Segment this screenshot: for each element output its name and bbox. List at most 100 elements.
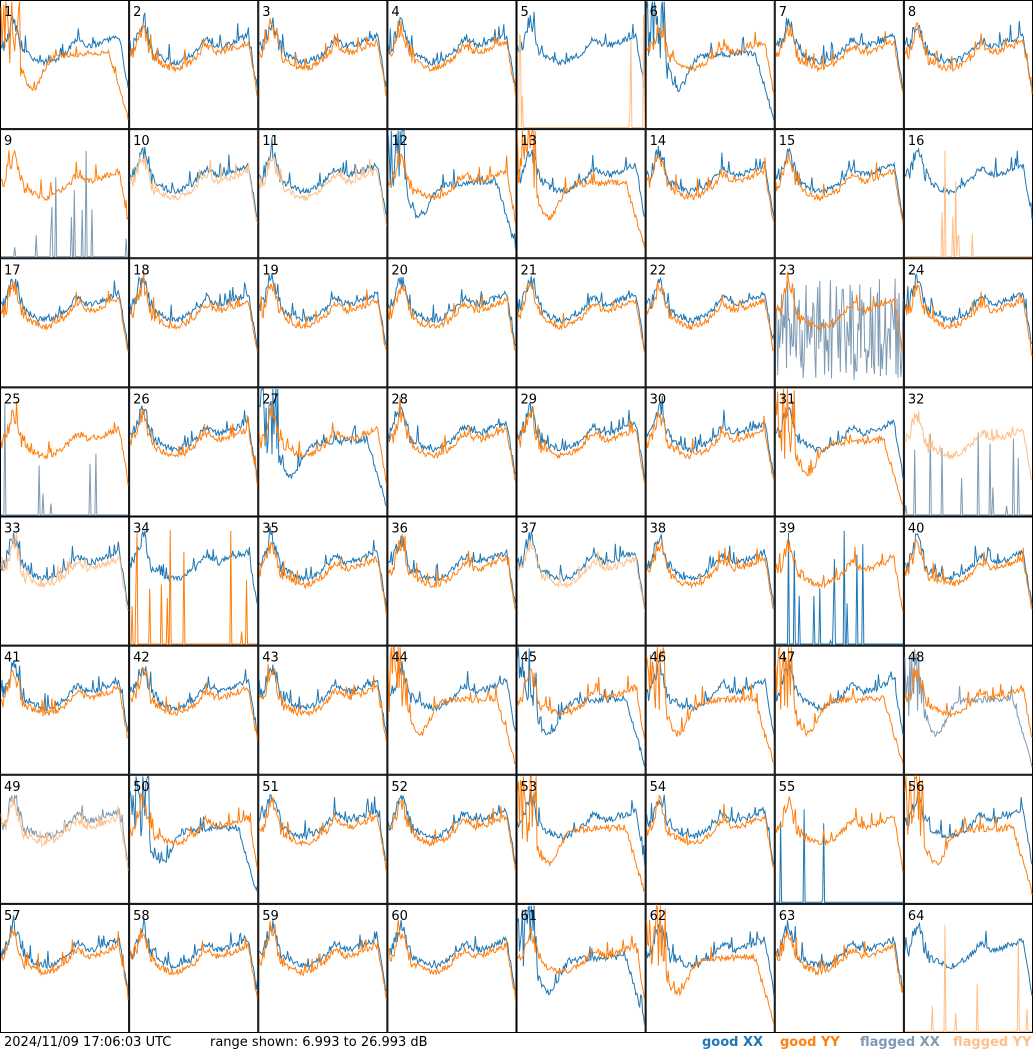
series-39-yy bbox=[775, 539, 904, 612]
series-40-yy bbox=[904, 537, 1033, 610]
panel-2: 2 bbox=[129, 0, 259, 130]
panel-29: 29 bbox=[516, 387, 646, 517]
panel-frame bbox=[645, 258, 775, 388]
panel-frame bbox=[387, 387, 517, 517]
series-50-xx bbox=[129, 775, 258, 892]
panel-17: 17 bbox=[0, 258, 130, 388]
panel-frame bbox=[516, 0, 646, 130]
panel-26: 26 bbox=[129, 387, 259, 517]
series-58-yy bbox=[129, 928, 258, 998]
series-34-yy bbox=[130, 530, 258, 645]
panel-label: 41 bbox=[4, 651, 21, 666]
panel-label: 45 bbox=[521, 651, 538, 666]
panel-14: 14 bbox=[645, 129, 775, 259]
panel-label: 9 bbox=[4, 134, 12, 149]
panel-47: 47 bbox=[774, 645, 904, 775]
panel-19: 19 bbox=[258, 258, 388, 388]
panel-label: 59 bbox=[262, 909, 279, 924]
series-29-yy bbox=[517, 406, 646, 484]
series-46-yy bbox=[646, 647, 775, 764]
series-19-yy bbox=[258, 282, 387, 351]
panel-label: 47 bbox=[779, 651, 796, 666]
series-21-yy bbox=[517, 282, 646, 354]
panel-20: 20 bbox=[387, 258, 517, 388]
series-30-yy bbox=[646, 411, 775, 482]
series-42-yy bbox=[130, 665, 258, 740]
panel-27: 27 bbox=[258, 387, 388, 517]
series-10-yy bbox=[129, 154, 258, 224]
panel-11: 11 bbox=[258, 129, 388, 259]
panel-label: 54 bbox=[650, 780, 667, 795]
panel-frame bbox=[129, 903, 259, 1033]
panel-58: 58 bbox=[129, 903, 259, 1033]
series-54-xx bbox=[646, 794, 775, 866]
panel-59: 59 bbox=[258, 903, 388, 1033]
panel-label: 18 bbox=[133, 263, 150, 278]
panel-34: 34 bbox=[129, 516, 259, 646]
series-27-xx bbox=[258, 388, 387, 507]
panel-53: 53 bbox=[516, 774, 646, 904]
panel-label: 24 bbox=[908, 263, 925, 278]
panel-frame bbox=[0, 645, 130, 775]
series-60-xx bbox=[387, 919, 516, 993]
timestamp: 2024/11/09 17:06:03 UTC bbox=[4, 1035, 172, 1050]
series-45-yy bbox=[517, 668, 646, 741]
panel-39: 39 bbox=[774, 516, 904, 646]
series-53-xx bbox=[517, 789, 646, 866]
panel-label: 4 bbox=[391, 5, 399, 20]
panel-frame bbox=[387, 774, 517, 904]
series-16-xx bbox=[904, 147, 1033, 220]
panel-51: 51 bbox=[258, 774, 388, 904]
series-32-xx bbox=[904, 432, 1032, 516]
panel-label: 13 bbox=[521, 134, 538, 149]
panel-56: 56 bbox=[903, 774, 1033, 904]
panel-57: 57 bbox=[0, 903, 130, 1033]
series-4-xx bbox=[387, 16, 516, 89]
panel-7: 7 bbox=[774, 0, 904, 130]
panel-label: 21 bbox=[521, 263, 538, 278]
series-36-yy bbox=[387, 534, 516, 611]
series-27-yy bbox=[258, 402, 387, 485]
panel-label: 28 bbox=[391, 392, 408, 407]
panel-frame bbox=[258, 387, 388, 517]
panel-label: 64 bbox=[908, 909, 925, 924]
panel-55: 55 bbox=[774, 774, 904, 904]
series-5-xx bbox=[517, 11, 646, 90]
series-25-yy bbox=[0, 401, 129, 486]
series-57-yy bbox=[0, 927, 129, 1000]
series-13-yy bbox=[517, 130, 646, 250]
series-1-xx bbox=[0, 15, 129, 88]
panel-35: 35 bbox=[258, 516, 388, 646]
panel-frame bbox=[258, 645, 388, 775]
series-17-yy bbox=[0, 280, 129, 352]
panel-frame bbox=[129, 0, 259, 130]
panel-frame bbox=[516, 903, 646, 1033]
panel-43: 43 bbox=[258, 645, 388, 775]
series-30-xx bbox=[646, 395, 775, 480]
panel-46: 46 bbox=[645, 645, 775, 775]
panel-49: 49 bbox=[0, 774, 130, 904]
panel-label: 30 bbox=[650, 392, 667, 407]
series-34-xx bbox=[129, 530, 258, 605]
series-44-yy bbox=[387, 646, 516, 765]
panel-frame bbox=[774, 387, 904, 517]
panel-24: 24 bbox=[903, 258, 1033, 388]
panel-label: 27 bbox=[262, 392, 279, 407]
panel-frame bbox=[387, 129, 517, 259]
panel-label: 39 bbox=[779, 522, 796, 537]
panel-label: 36 bbox=[391, 522, 408, 537]
panel-frame bbox=[645, 774, 775, 904]
panel-label: 33 bbox=[4, 522, 21, 537]
series-35-xx bbox=[258, 526, 387, 608]
panel-label: 43 bbox=[262, 651, 279, 666]
panel-48: 48 bbox=[903, 645, 1033, 775]
panel-label: 48 bbox=[908, 651, 925, 666]
panel-42: 42 bbox=[129, 645, 259, 775]
panel-label: 38 bbox=[650, 522, 667, 537]
panel-frame bbox=[387, 903, 517, 1033]
series-53-yy bbox=[517, 775, 646, 893]
series-20-yy bbox=[387, 284, 516, 351]
legend-good-xx: good XX bbox=[702, 1035, 764, 1050]
panel-label: 58 bbox=[133, 909, 150, 924]
series-64-yy bbox=[904, 924, 1032, 1032]
